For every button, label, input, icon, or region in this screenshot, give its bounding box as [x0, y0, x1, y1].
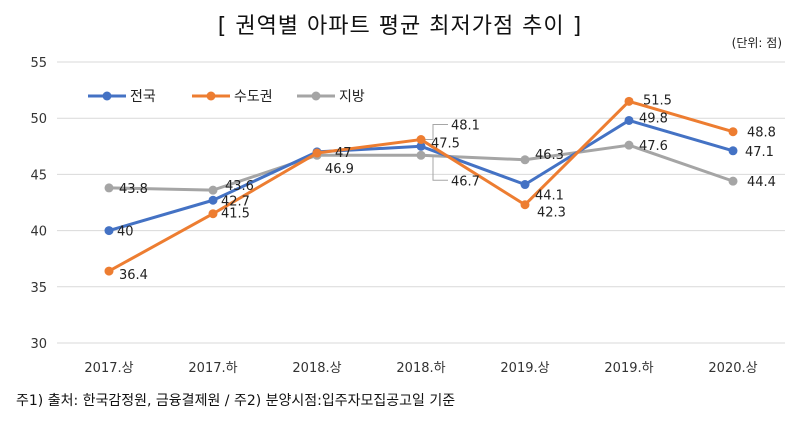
leader-line	[424, 124, 448, 141]
x-tick-label: 2019.상	[500, 361, 549, 376]
data-point	[104, 266, 114, 276]
data-point	[208, 185, 218, 195]
data-label: 42.3	[537, 206, 566, 221]
x-tick-label: 2017.하	[188, 361, 237, 376]
data-point	[208, 209, 218, 219]
x-tick-label: 2017.상	[84, 361, 133, 376]
data-point	[208, 195, 218, 205]
legend-label: 수도권	[234, 89, 273, 105]
data-label: 47	[335, 146, 352, 161]
x-tick-label: 2018.하	[396, 361, 445, 376]
data-label: 51.5	[643, 93, 672, 108]
data-point	[624, 140, 634, 150]
data-point	[728, 176, 738, 186]
legend-marker	[311, 91, 321, 101]
data-label: 44.4	[747, 175, 776, 190]
data-point	[520, 200, 530, 210]
data-label: 49.8	[639, 111, 668, 126]
y-tick-label: 45	[30, 168, 47, 183]
data-point	[416, 150, 426, 160]
x-tick-label: 2020.상	[708, 361, 757, 376]
data-point	[520, 180, 530, 190]
y-tick-label: 55	[30, 56, 47, 71]
data-point	[728, 127, 738, 137]
grid-lines	[57, 61, 785, 344]
leader-line	[424, 154, 448, 181]
legend-marker	[102, 91, 112, 101]
x-tick-label: 2019.하	[604, 361, 653, 376]
x-axis-ticks: 2017.상 2017.하 2018.상 2018.하 2019.상 2019.하 2020…	[84, 361, 757, 376]
data-labels: 40 42.7 47 47.5 44.1 49.8 47.1 36.4 41.5 46.9 48.1…	[117, 93, 776, 283]
data-label: 43.8	[119, 182, 148, 197]
legend-label: 지방	[339, 89, 365, 105]
data-label: 47.6	[639, 139, 668, 154]
data-label: 46.7	[451, 174, 480, 189]
data-label: 48.1	[451, 119, 480, 134]
data-point	[416, 141, 426, 151]
y-tick-label: 50	[30, 112, 47, 127]
data-point	[416, 135, 426, 145]
data-point	[520, 155, 530, 165]
y-tick-label: 35	[30, 281, 47, 296]
data-label: 42.7	[221, 194, 250, 209]
y-tick-label: 30	[30, 337, 47, 352]
data-label: 41.5	[221, 207, 250, 222]
y-tick-label: 40	[30, 225, 47, 240]
data-label: 36.4	[119, 268, 148, 283]
data-label: 43.6	[225, 179, 254, 194]
series-line-1	[108, 99, 734, 273]
data-point	[104, 183, 114, 193]
legend: 전국 수도권 지방	[88, 89, 365, 105]
data-label: 48.8	[747, 126, 776, 141]
legend-marker	[206, 91, 216, 101]
data-label: 46.9	[325, 162, 354, 177]
data-point	[104, 226, 114, 236]
legend-label: 전국	[130, 89, 156, 105]
footnote: 주1) 출처: 한국감정원, 금융결제원 / 주2) 분양시점:입주자모집공고일…	[16, 393, 456, 409]
x-tick-label: 2018.상	[292, 361, 341, 376]
data-label: 44.1	[535, 189, 564, 204]
unit-label: (단위: 점)	[731, 36, 782, 50]
y-axis-ticks: 30 35 40 45 50 55	[30, 56, 47, 352]
data-point	[624, 115, 634, 125]
data-point	[624, 96, 634, 106]
data-label: 47.1	[745, 145, 774, 160]
data-label: 46.3	[535, 148, 564, 163]
series-lines	[104, 96, 738, 276]
data-label: 40	[117, 225, 134, 240]
data-label: 47.5	[431, 136, 460, 151]
data-point	[728, 146, 738, 156]
chart-title: [ 권역별 아파트 평균 최저가점 추이 ]	[217, 14, 583, 39]
data-point	[312, 148, 322, 158]
